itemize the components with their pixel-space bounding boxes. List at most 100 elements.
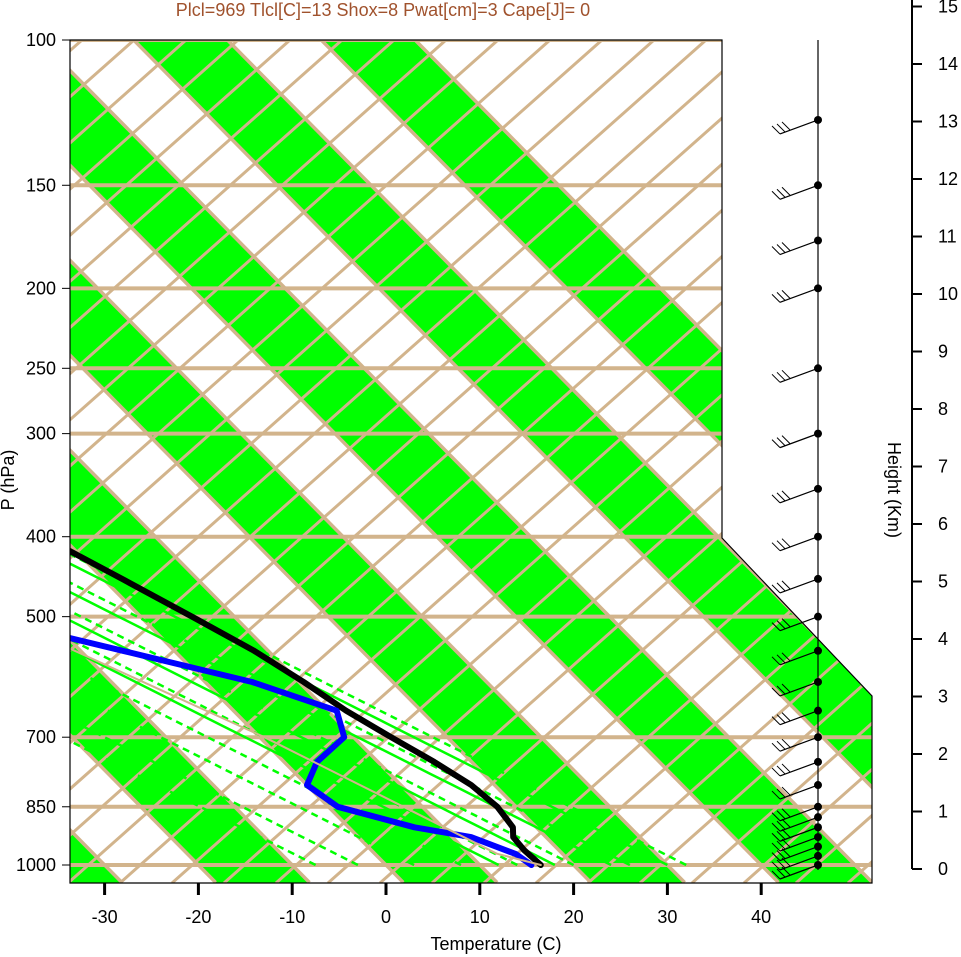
barb-feather xyxy=(776,188,786,198)
barb-feather xyxy=(781,186,791,196)
isotherm xyxy=(0,2,28,882)
pressure-tick-label: 200 xyxy=(26,278,56,298)
pressure-tick-label: 850 xyxy=(26,797,56,817)
dry-adiabat xyxy=(70,40,707,883)
barb-feather xyxy=(781,683,791,693)
barb-feather xyxy=(771,812,781,822)
green-band xyxy=(70,40,310,883)
height-tick-label: 9 xyxy=(938,342,948,362)
barb-feather xyxy=(781,121,791,131)
dry-adiabat xyxy=(483,40,872,883)
dry-adiabat xyxy=(119,40,872,883)
dry-adiabat xyxy=(171,40,872,883)
barb-feather xyxy=(776,830,786,840)
barb-feather xyxy=(771,584,781,594)
barb-feather xyxy=(771,125,781,135)
pressure-tick-label: 150 xyxy=(26,175,56,195)
dry-adiabat xyxy=(691,40,872,883)
barb-feather xyxy=(781,618,791,628)
barb-feather xyxy=(776,685,786,695)
barb-feather xyxy=(776,810,786,820)
barb-feather xyxy=(781,818,791,828)
isotherm xyxy=(70,40,311,883)
dry-adiabat xyxy=(223,40,872,883)
green-band xyxy=(70,40,498,883)
barb-feather xyxy=(776,868,786,878)
mixing-ratio-line xyxy=(70,367,612,867)
pressure-tick-label: 700 xyxy=(26,727,56,747)
dry-adiabat xyxy=(70,40,343,883)
dry-adiabat xyxy=(70,40,603,883)
mixing-ratio-line xyxy=(70,367,668,867)
barb-feather xyxy=(771,494,781,504)
wind-barb xyxy=(779,433,819,449)
dry-adiabat xyxy=(70,40,655,883)
wind-barb xyxy=(779,287,819,303)
dry-adiabat xyxy=(70,40,551,883)
isotherm xyxy=(70,40,686,883)
wind-barb xyxy=(779,846,819,862)
pressure-tick-label: 500 xyxy=(26,607,56,627)
pressure-tick-label: 300 xyxy=(26,424,56,444)
height-tick-label: 5 xyxy=(938,572,948,592)
barb-feather xyxy=(771,687,781,697)
dry-adiabat xyxy=(70,40,499,883)
height-tick-label: 8 xyxy=(938,399,948,419)
isotherm xyxy=(70,40,872,883)
dry-adiabat xyxy=(952,40,961,883)
barb-feather xyxy=(776,654,786,664)
barb-feather xyxy=(776,244,786,253)
isotherm xyxy=(70,40,780,883)
wind-barb xyxy=(779,784,819,800)
barb-feather xyxy=(781,652,791,662)
green-band xyxy=(70,40,872,883)
dry-adiabat xyxy=(70,40,395,883)
barb-feather xyxy=(776,859,786,869)
barb-feather xyxy=(776,840,786,850)
temperature-axis-label: Temperature (C) xyxy=(430,934,561,954)
dry-adiabat xyxy=(431,40,872,883)
mixing-ratio-line xyxy=(70,367,575,867)
dry-adiabat-bands xyxy=(70,40,872,883)
temperature-tick-label: -30 xyxy=(92,907,118,927)
wind-barb xyxy=(779,184,819,200)
barb-feather xyxy=(771,861,781,871)
barb-feather xyxy=(781,435,791,444)
barb-feather xyxy=(771,373,781,383)
height-tick-label: 4 xyxy=(938,629,948,649)
dry-adiabat xyxy=(70,40,759,883)
wind-barb xyxy=(779,367,819,383)
barb-feather xyxy=(771,656,781,666)
wind-barbs xyxy=(771,40,822,880)
height-tick-label: 10 xyxy=(938,284,958,304)
dry-adiabat xyxy=(900,40,961,883)
pressure-tick-label: 1000 xyxy=(16,855,56,875)
barb-feather xyxy=(781,808,791,818)
barb-feather xyxy=(781,580,791,590)
barb-feather xyxy=(781,490,791,500)
height-axis-label: Height (Km) xyxy=(884,442,904,538)
barb-feather xyxy=(771,190,781,200)
barb-feather xyxy=(776,540,786,550)
dry-adiabat xyxy=(70,40,291,883)
dry-adiabat xyxy=(535,40,872,883)
wind-barb xyxy=(779,488,819,504)
mixing-ratio-line xyxy=(70,367,462,867)
height-tick-label: 0 xyxy=(938,859,948,879)
height-axis: 012345678910111213141516 xyxy=(911,0,958,879)
height-tick-label: 15 xyxy=(938,0,958,17)
temperature-tick-label: 10 xyxy=(470,907,490,927)
barb-feather xyxy=(771,716,781,726)
sounding-traces xyxy=(70,71,544,868)
mixing-ratio-line xyxy=(70,367,500,867)
dry-adiabat xyxy=(70,40,811,883)
dewpoint-trace xyxy=(70,71,535,868)
barb-feather xyxy=(771,742,781,752)
barb-feather xyxy=(771,767,781,777)
barb-feather xyxy=(776,291,786,301)
barb-feather xyxy=(771,842,781,852)
pressure-axis-label: P (hPa) xyxy=(0,450,18,511)
barb-feather xyxy=(776,788,786,798)
barb-feather xyxy=(781,289,791,299)
barb-feather xyxy=(771,822,781,832)
